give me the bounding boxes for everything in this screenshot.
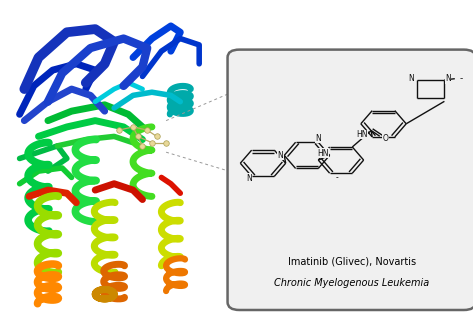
Text: HN: HN	[356, 130, 367, 139]
Text: O: O	[383, 134, 388, 143]
Polygon shape	[0, 4, 237, 310]
Text: Imatinib (Glivec), Novartis: Imatinib (Glivec), Novartis	[288, 256, 416, 266]
Text: Chronic Myelogenous Leukemia: Chronic Myelogenous Leukemia	[274, 278, 429, 288]
Text: HN: HN	[317, 149, 328, 158]
Text: N: N	[409, 74, 414, 83]
Text: N: N	[278, 151, 283, 160]
Text: N: N	[315, 134, 321, 143]
Text: N: N	[246, 174, 252, 183]
Text: -: -	[459, 74, 463, 83]
Text: -: -	[335, 173, 338, 182]
Text: N: N	[445, 74, 451, 83]
FancyBboxPatch shape	[228, 50, 474, 310]
